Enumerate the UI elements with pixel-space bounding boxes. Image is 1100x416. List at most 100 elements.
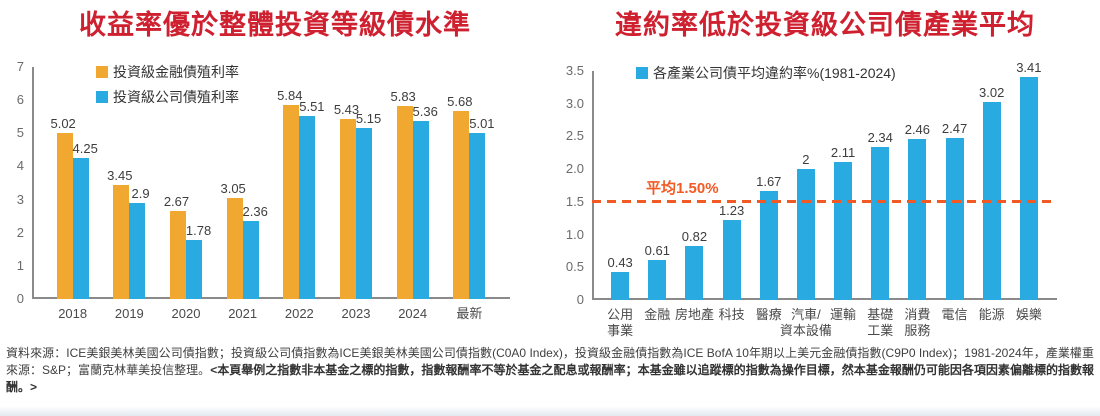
bar-group: 5.83 5.36 [390, 89, 438, 299]
bar: 5.51 [299, 99, 325, 299]
bar-value-label: 2.34 [867, 129, 893, 145]
bar-group: 2.34 [868, 130, 893, 300]
bar-group: 1.67 [756, 174, 781, 300]
chart-legend: 投資級金融債殖利率 投資級公司債殖利率 [96, 62, 239, 107]
x-axis-category-label: 2023 [341, 306, 371, 321]
left-chart-title: 收益率優於整體投資等級債水準 [79, 10, 471, 40]
chart-legend: 各產業公司債平均違約率%(1981-2024) [636, 63, 896, 83]
y-axis-tick-label: 6 [16, 92, 24, 108]
y-axis-tick-label: 1 [16, 257, 24, 273]
bar-value-label: 5.83 [390, 88, 416, 104]
bar-value-label: 1.23 [718, 202, 745, 218]
yield-grouped-bar-chart: 0 1 2 3 4 5 6 7 5.02 4.25 3.45 2.9 2.67 1.78 3.05 2.36 5… [17, 59, 510, 321]
bar-value-label: 2.9 [131, 185, 150, 201]
x-axis-category-label: 醫療 [755, 307, 782, 322]
bar-value-label: 3.02 [979, 85, 1005, 101]
bar-value-label: 5.01 [469, 115, 495, 131]
y-axis: 0 0.5 1.0 1.5 2.0 2.5 3.0 3.5 [556, 63, 584, 307]
source-note-disclaimer-bold: <本頁舉例之指數非本基金之標的指數，指數報酬率不等於基金之配息或報酬率；本基金雖… [6, 363, 1095, 394]
bar-value-label: 3.05 [220, 180, 246, 196]
y-axis-tick-label: 4 [16, 158, 24, 174]
y-axis-tick-label: 3.0 [565, 95, 584, 111]
y-axis-tick-label: 1.5 [565, 193, 584, 209]
bar-value-label: 1.67 [756, 173, 782, 189]
bar: 5.02 [50, 116, 76, 299]
x-axis-category-label: 娛樂 [1015, 307, 1042, 322]
x-axis-category-label: 2022 [284, 306, 314, 321]
bar: 2.34 [868, 130, 893, 300]
bar-group: 1.23 [719, 203, 744, 300]
bar-value-label: 5.43 [333, 102, 360, 118]
bar: 1.78 [186, 223, 211, 299]
bar-group: 3.45 2.9 [107, 168, 150, 299]
legend-label: 各產業公司債平均違約率%(1981-2024) [653, 65, 896, 81]
bar: 5.15 [356, 111, 381, 299]
bar: 1.23 [719, 203, 744, 300]
bar-group: 0.82 [682, 229, 707, 300]
y-axis-tick-label: 2.5 [565, 128, 584, 144]
x-axis-category-label: 運輸 [830, 307, 857, 322]
x-axis-category-label: 消費 服務 [904, 307, 931, 338]
bar-value-label: 5.15 [355, 111, 382, 127]
bar: 5.43 [334, 102, 359, 299]
bar: 0.61 [645, 243, 670, 300]
bar-group: 2 [796, 152, 815, 300]
y-axis-tick-label: 0 [16, 291, 24, 306]
bar: 5.01 [469, 116, 495, 299]
average-line [592, 200, 1057, 204]
source-note-normal: 資料來源：ICE美銀美林美國公司債指數；投資級公司債指數為ICE美銀美林美國公司… [6, 346, 1094, 377]
bar-value-label: 3.45 [107, 167, 133, 183]
bar-group: 0.43 [607, 255, 633, 300]
legend-item: 投資級金融債殖利率 [96, 62, 239, 82]
plot-axes [592, 71, 1057, 300]
bar: 5.84 [277, 88, 302, 299]
bar-group: 5.43 5.15 [334, 102, 381, 299]
y-axis-tick-label: 1.0 [565, 226, 584, 242]
x-axis-category-label: 公用 事業 [607, 307, 634, 338]
bar-value-label: 5.84 [277, 88, 303, 104]
x-axis-category-label: 能源 [978, 307, 1005, 322]
average-line-label: 平均1.50% [646, 179, 719, 197]
bar-group: 2.11 [831, 145, 855, 300]
y-axis-tick-label: 2 [16, 224, 24, 240]
bar: 2.36 [243, 204, 268, 299]
y-axis-tick-label: 7 [16, 59, 24, 74]
x-axis-category-label: 汽車/資本設備 [779, 307, 832, 338]
legend-label: 投資級公司債殖利率 [113, 89, 239, 105]
bar: 0.82 [682, 229, 707, 300]
bar: 5.68 [447, 94, 472, 299]
bar-group: 2.47 [942, 121, 967, 300]
bar-group: 0.61 [645, 243, 670, 300]
y-axis-tick-label: 5 [16, 125, 24, 141]
bar: 5.83 [390, 89, 416, 299]
legend-swatch [636, 67, 648, 79]
x-axis-category-label: 科技 [718, 307, 745, 322]
bar-value-label: 2 [802, 152, 810, 168]
legend-swatch [96, 91, 108, 103]
y-axis-tick-label: 2.0 [565, 161, 584, 177]
bar: 2.9 [129, 186, 150, 299]
bar-group: 5.68 5.01 [447, 94, 495, 299]
legend-label: 投資級金融債殖利率 [113, 64, 239, 80]
bar-value-label: 0.82 [681, 229, 708, 245]
bar-group: 5.02 4.25 [50, 116, 98, 299]
legend-swatch [96, 66, 108, 78]
bar-group: 5.84 5.51 [277, 88, 325, 299]
bar: 2.46 [905, 122, 930, 300]
bar: 2 [796, 152, 815, 300]
bar: 2.11 [831, 145, 855, 300]
bar-group: 2.46 [905, 122, 930, 300]
x-axis-category-label: 2018 [58, 306, 88, 321]
y-axis-tick-label: 3.5 [565, 63, 584, 78]
bar-value-label: 0.61 [644, 243, 670, 259]
bar-value-label: 2.67 [163, 193, 190, 209]
x-axis-category-label: 2020 [171, 306, 201, 321]
bar-value-label: 2.36 [242, 203, 268, 219]
bar-group: 3.05 2.36 [220, 181, 268, 299]
x-axis-category-label: 最新 [456, 306, 483, 321]
bar: 2.67 [164, 194, 189, 299]
right-chart-title: 違約率低於投資級公司債產業平均 [615, 10, 1035, 40]
x-axis-category-label: 基礎 工業 [867, 307, 894, 338]
bar-value-label: 5.68 [447, 93, 473, 109]
bar: 2.47 [942, 121, 967, 300]
